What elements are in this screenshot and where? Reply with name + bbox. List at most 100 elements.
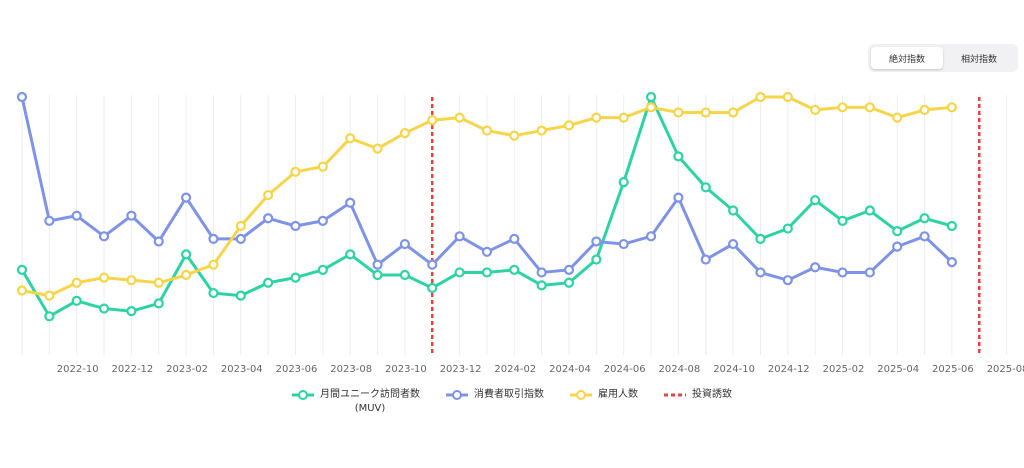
- data-point-muv[interactable]: [700, 182, 711, 193]
- data-point-employment[interactable]: [181, 269, 192, 281]
- data-point-employment[interactable]: [892, 112, 903, 123]
- data-point-muv[interactable]: [345, 249, 356, 260]
- data-point-muv[interactable]: [946, 220, 958, 232]
- data-point-consumer[interactable]: [946, 257, 958, 268]
- data-point-consumer[interactable]: [782, 275, 793, 286]
- data-point-employment[interactable]: [810, 104, 821, 116]
- data-point-employment[interactable]: [727, 107, 739, 118]
- data-point-employment[interactable]: [782, 91, 793, 103]
- data-point-employment[interactable]: [618, 112, 629, 123]
- data-point-consumer[interactable]: [509, 233, 520, 244]
- data-point-muv[interactable]: [591, 254, 602, 265]
- data-point-consumer[interactable]: [837, 267, 848, 278]
- data-point-employment[interactable]: [427, 115, 438, 126]
- data-point-consumer[interactable]: [44, 215, 55, 226]
- data-point-employment[interactable]: [919, 104, 930, 116]
- data-point-muv[interactable]: [673, 151, 684, 162]
- data-point-muv[interactable]: [181, 249, 192, 260]
- data-point-consumer[interactable]: [645, 231, 657, 242]
- data-point-consumer[interactable]: [290, 220, 301, 232]
- data-point-muv[interactable]: [454, 267, 465, 278]
- data-point-muv[interactable]: [372, 269, 383, 281]
- data-point-consumer[interactable]: [591, 236, 602, 247]
- data-point-muv[interactable]: [563, 277, 575, 288]
- data-point-employment[interactable]: [153, 277, 164, 288]
- data-point-employment[interactable]: [454, 112, 465, 123]
- data-point-employment[interactable]: [591, 112, 602, 123]
- data-point-employment[interactable]: [946, 102, 958, 113]
- data-point-employment[interactable]: [755, 91, 766, 103]
- data-point-employment[interactable]: [509, 130, 520, 141]
- data-point-muv[interactable]: [755, 233, 766, 244]
- absolute-index-button[interactable]: 絶対指数: [871, 47, 943, 69]
- data-point-employment[interactable]: [372, 143, 383, 154]
- data-point-muv[interactable]: [645, 91, 657, 103]
- legend-muv[interactable]: 月間ユニーク訪問者数 (MUV): [292, 388, 420, 416]
- data-point-consumer[interactable]: [71, 210, 82, 221]
- data-point-muv[interactable]: [892, 226, 903, 237]
- data-point-consumer[interactable]: [98, 231, 110, 242]
- data-point-muv[interactable]: [864, 205, 875, 216]
- data-point-muv[interactable]: [98, 303, 110, 314]
- data-point-employment[interactable]: [208, 259, 219, 270]
- data-point-muv[interactable]: [44, 311, 55, 322]
- legend-investment[interactable]: 投資誘致: [664, 388, 732, 416]
- data-point-consumer[interactable]: [208, 233, 219, 244]
- data-point-consumer[interactable]: [919, 231, 930, 242]
- data-point-muv[interactable]: [290, 272, 301, 283]
- data-point-muv[interactable]: [782, 223, 793, 234]
- data-point-muv[interactable]: [153, 298, 164, 309]
- data-point-consumer[interactable]: [864, 267, 875, 278]
- data-point-employment[interactable]: [98, 272, 110, 283]
- data-point-consumer[interactable]: [755, 267, 766, 278]
- data-point-consumer[interactable]: [153, 236, 164, 247]
- data-point-consumer[interactable]: [427, 259, 438, 270]
- data-point-muv[interactable]: [399, 269, 410, 281]
- data-point-consumer[interactable]: [618, 238, 629, 250]
- data-point-employment[interactable]: [864, 102, 875, 113]
- data-point-employment[interactable]: [16, 285, 28, 296]
- data-point-consumer[interactable]: [263, 213, 274, 224]
- data-point-consumer[interactable]: [481, 246, 493, 257]
- data-point-muv[interactable]: [810, 195, 821, 206]
- data-point-employment[interactable]: [71, 277, 82, 288]
- data-point-muv[interactable]: [837, 215, 848, 226]
- data-point-muv[interactable]: [317, 264, 328, 275]
- data-point-consumer[interactable]: [126, 210, 137, 221]
- data-point-consumer[interactable]: [727, 238, 739, 250]
- data-point-employment[interactable]: [263, 189, 274, 201]
- data-point-consumer[interactable]: [810, 262, 821, 273]
- legend-consumer[interactable]: 消費者取引指数: [446, 388, 544, 416]
- data-point-employment[interactable]: [837, 102, 848, 113]
- data-point-employment[interactable]: [673, 107, 684, 118]
- data-point-employment[interactable]: [563, 120, 575, 131]
- data-point-muv[interactable]: [509, 264, 520, 275]
- data-point-consumer[interactable]: [536, 267, 547, 278]
- data-point-consumer[interactable]: [317, 215, 328, 226]
- data-point-employment[interactable]: [645, 102, 657, 113]
- data-point-consumer[interactable]: [892, 241, 903, 252]
- data-point-employment[interactable]: [44, 290, 55, 301]
- data-point-employment[interactable]: [235, 220, 246, 232]
- data-point-consumer[interactable]: [372, 259, 383, 270]
- data-point-consumer[interactable]: [181, 192, 192, 203]
- data-point-employment[interactable]: [700, 107, 711, 118]
- data-point-employment[interactable]: [290, 166, 301, 177]
- data-point-consumer[interactable]: [700, 254, 711, 265]
- data-point-muv[interactable]: [208, 287, 219, 299]
- data-point-muv[interactable]: [71, 295, 82, 306]
- data-point-muv[interactable]: [16, 264, 28, 275]
- data-point-employment[interactable]: [399, 128, 410, 139]
- data-point-consumer[interactable]: [345, 197, 356, 208]
- data-point-employment[interactable]: [345, 133, 356, 144]
- data-point-employment[interactable]: [317, 161, 328, 172]
- data-point-employment[interactable]: [126, 275, 137, 286]
- data-point-muv[interactable]: [536, 280, 547, 291]
- data-point-muv[interactable]: [481, 267, 493, 278]
- data-point-employment[interactable]: [536, 125, 547, 136]
- data-point-muv[interactable]: [235, 290, 246, 301]
- data-point-consumer[interactable]: [399, 238, 410, 250]
- data-point-consumer[interactable]: [563, 264, 575, 275]
- data-point-muv[interactable]: [727, 205, 739, 216]
- data-point-consumer[interactable]: [235, 233, 246, 244]
